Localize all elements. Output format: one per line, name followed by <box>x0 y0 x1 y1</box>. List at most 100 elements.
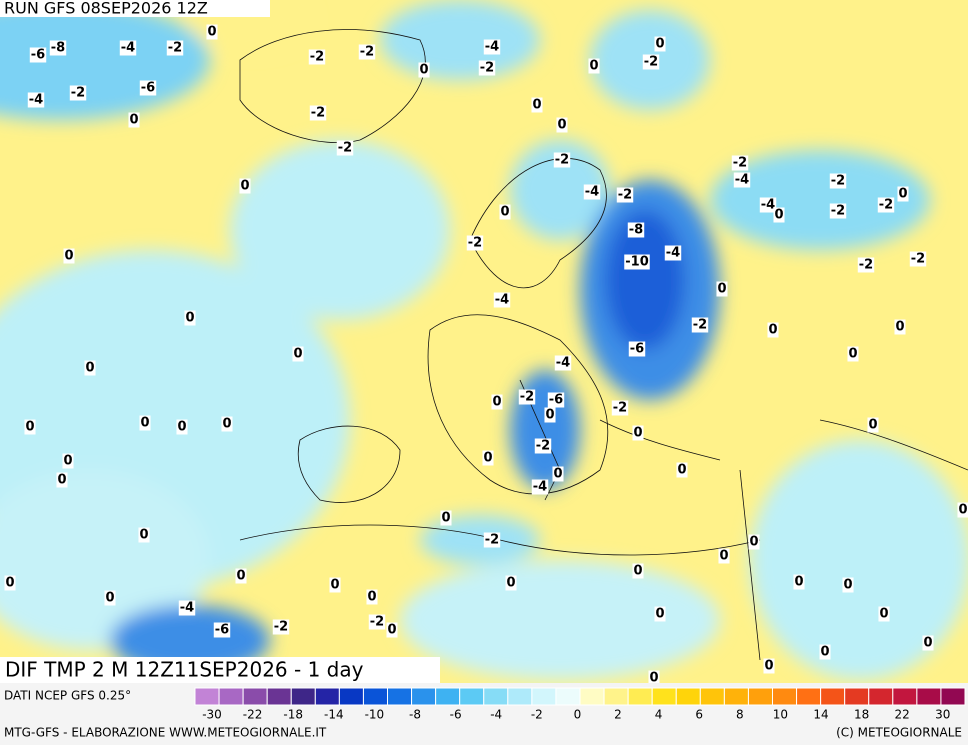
contour-label-box <box>547 392 565 408</box>
contour-label: 0 <box>129 113 138 128</box>
contour-label-box <box>819 644 831 660</box>
contour-label-box <box>922 635 934 651</box>
contour-label-box <box>84 360 96 376</box>
color-swatch <box>362 687 388 706</box>
contour-label-box <box>611 400 629 416</box>
field-title: DIF TMP 2 M 12Z11SEP2026 - 1 day <box>5 658 364 682</box>
contour-label: 0 <box>532 98 541 113</box>
contour-label: 0 <box>177 420 186 435</box>
temperature-field <box>0 0 968 680</box>
field-box <box>0 657 440 684</box>
contour-label-box <box>221 416 233 432</box>
contour-label-box <box>440 510 452 526</box>
contour-label: 0 <box>85 361 94 376</box>
contour-label: 0 <box>768 323 777 338</box>
contour-label-box <box>642 54 660 70</box>
color-swatch <box>772 687 798 706</box>
contour-label-box <box>235 568 247 584</box>
contour-label-box <box>69 85 87 101</box>
contour-label-box <box>733 172 751 188</box>
contour-label-box <box>483 39 501 55</box>
contour-label: -10 <box>625 255 649 270</box>
contour-label-box <box>878 606 890 622</box>
contour-label-box <box>56 472 68 488</box>
contour-label: -2 <box>485 533 499 548</box>
contour-label: -4 <box>495 293 509 308</box>
contour-label: 0 <box>140 416 149 431</box>
color-swatch <box>892 687 918 706</box>
contour-label-box <box>4 575 16 591</box>
contour-labels: -10-6-8-4-2-4-2-600-2-2-4-20-2-2000-2-4-… <box>2 0 968 686</box>
color-swatch <box>483 687 509 706</box>
contour-label: 0 <box>500 205 509 220</box>
contour-label-box <box>128 112 140 128</box>
legend-tick-label: 4 <box>655 708 663 722</box>
contour-label: 0 <box>589 59 598 74</box>
contour-label: -8 <box>51 41 65 56</box>
contour-label-box <box>718 548 730 564</box>
source-text: DATI NCEP GFS 0.25° <box>4 689 131 703</box>
legend-tick-label: -18 <box>283 708 303 722</box>
contour-label: 0 <box>794 575 803 590</box>
contour-label-box <box>336 140 354 156</box>
contour-label-box <box>654 606 666 622</box>
contour-label: -4 <box>585 185 599 200</box>
contour-label: 0 <box>843 578 852 593</box>
contour-label-box <box>184 310 196 326</box>
contour-label: 0 <box>63 454 72 469</box>
contour-label-box <box>62 453 74 469</box>
contour-label: -2 <box>520 390 534 405</box>
contour-label: -2 <box>338 141 352 156</box>
contour-label: 0 <box>655 607 664 622</box>
contour-label: 0 <box>57 473 66 488</box>
contour-label: 0 <box>185 311 194 326</box>
legend-tick-label: 22 <box>895 708 910 722</box>
contour-label-box <box>309 105 327 121</box>
contour-label-box <box>368 614 386 630</box>
contour-label: 0 <box>506 576 515 591</box>
contour-label-box <box>544 407 556 423</box>
contour-label-box <box>138 527 150 543</box>
contour-label: 0 <box>898 187 907 202</box>
contour-label-box <box>505 575 517 591</box>
contour-label: -2 <box>370 615 384 630</box>
legend-tick-label: -14 <box>324 708 344 722</box>
contour-label: 0 <box>240 179 249 194</box>
copyright-text: (C) METEOGIORNALE <box>836 726 962 740</box>
contour-label-box <box>627 222 645 238</box>
color-swatch <box>844 687 870 706</box>
contour-label: 0 <box>293 347 302 362</box>
contour-label: 0 <box>879 607 888 622</box>
color-swatch <box>411 687 437 706</box>
contour-label: -2 <box>831 204 845 219</box>
contour-label-box <box>292 346 304 362</box>
contour-label-box <box>716 281 728 297</box>
contour-label-box <box>206 24 218 40</box>
color-swatch <box>531 687 557 706</box>
legend-tick-label: -6 <box>450 708 462 722</box>
contour-label-box <box>531 97 543 113</box>
contour-label-box <box>588 58 600 74</box>
contour-label: 0 <box>545 408 554 423</box>
contour-label-box <box>483 532 501 548</box>
contour-label-box <box>553 152 571 168</box>
contour-label: -4 <box>533 480 547 495</box>
color-swatch <box>266 687 292 706</box>
contour-label-box <box>583 184 601 200</box>
color-swatch <box>868 687 894 706</box>
contour-label-box <box>767 322 779 338</box>
color-swatch <box>603 687 629 706</box>
contour-label-box <box>29 47 47 63</box>
contour-label: -2 <box>311 106 325 121</box>
contour-label-box <box>759 197 777 213</box>
contour-label: 0 <box>236 569 245 584</box>
contour-label-box <box>478 60 496 76</box>
contour-label: 0 <box>387 623 396 638</box>
contour-label-box <box>648 670 660 686</box>
contour-label-box <box>178 600 196 616</box>
contour-label: 0 <box>5 576 14 591</box>
contour-label-box <box>49 40 67 56</box>
contour-label: -2 <box>879 198 893 213</box>
contour-label: 0 <box>419 63 428 78</box>
contour-label-box <box>829 173 847 189</box>
